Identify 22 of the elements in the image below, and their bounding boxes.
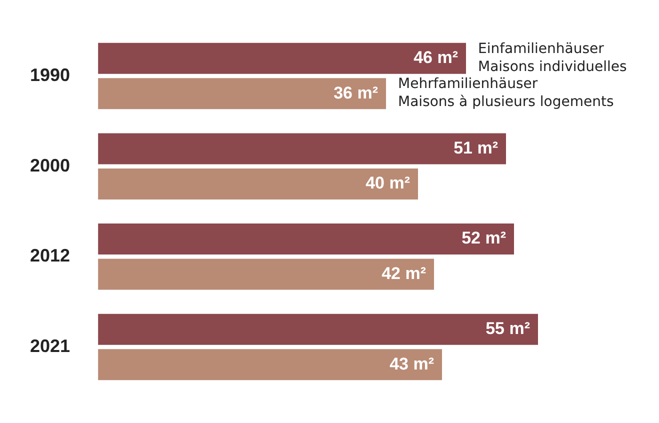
bar [98, 349, 442, 380]
bar [98, 258, 434, 290]
series-label: Einfamilienhäuser Maisons individuelles [478, 40, 627, 75]
data-label: 52 m² [462, 228, 506, 248]
y-tick-label: 2021 [30, 336, 70, 356]
data-label: 46 m² [414, 48, 458, 68]
data-label: 51 m² [454, 138, 498, 158]
bar [98, 168, 418, 200]
bar [98, 224, 514, 255]
bar [98, 78, 386, 110]
bar [98, 314, 538, 345]
data-label: 42 m² [382, 264, 426, 283]
data-label: 43 m² [390, 354, 434, 374]
data-label: 40 m² [366, 174, 410, 193]
y-tick-label: 2012 [30, 246, 70, 266]
y-tick-label: 2000 [30, 155, 70, 176]
bar [98, 42, 466, 74]
bar [98, 133, 506, 164]
series-label: Mehrfamilienhäuser Maisons à plusieurs logements [398, 76, 614, 110]
y-tick-label: 1990 [30, 64, 70, 85]
data-label: 36 m² [334, 83, 378, 102]
data-label: 55 m² [486, 319, 530, 338]
